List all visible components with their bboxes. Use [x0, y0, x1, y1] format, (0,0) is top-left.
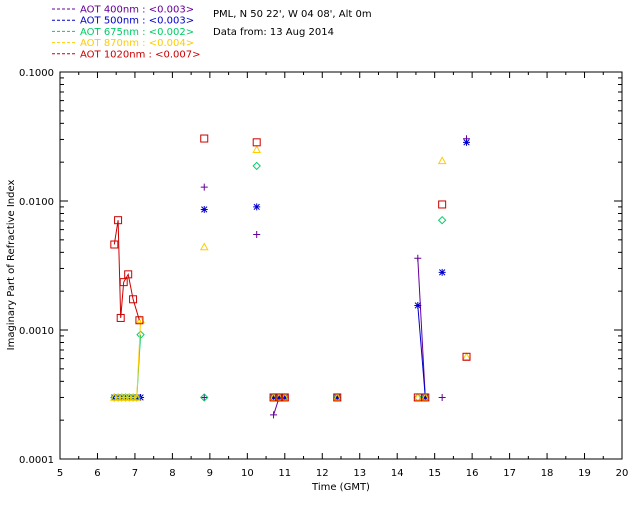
series-1 — [110, 138, 471, 401]
data-point — [136, 330, 145, 339]
x-tick-label: 5 — [57, 468, 63, 479]
location-header: PML, N 50 22', W 04 08', Alt 0m — [213, 9, 372, 20]
x-tick-label: 20 — [616, 468, 629, 479]
x-tick-label: 7 — [132, 468, 138, 479]
data-point — [132, 392, 142, 401]
data-point — [413, 392, 423, 401]
data-point — [414, 301, 422, 309]
series-line — [114, 319, 142, 398]
x-tick-label: 15 — [428, 468, 441, 479]
y-tick-label: 0.1000 — [19, 68, 54, 79]
data-point — [414, 254, 422, 262]
x-tick-label: 11 — [278, 468, 291, 479]
data-point — [280, 393, 289, 402]
y-tick-label: 0.0010 — [19, 326, 54, 337]
legend-label: AOT 675nm : <0.002> — [80, 27, 194, 38]
x-tick-label: 12 — [316, 468, 329, 479]
legend-label: AOT 1020nm : <0.007> — [80, 49, 200, 60]
series-0 — [110, 135, 471, 419]
data-point — [333, 393, 342, 402]
data-point — [437, 156, 447, 165]
series-line — [417, 305, 426, 398]
data-point — [135, 316, 144, 325]
data-point — [437, 215, 447, 225]
data-point — [270, 393, 278, 401]
axes: 5 6 7 8 9 10 11 12 13 14 15 16 17 18 19 20 0.0001 0.0010 0… — [19, 68, 628, 479]
data-point — [281, 393, 289, 401]
y-tick-label: 0.0100 — [19, 197, 54, 208]
data-point — [438, 200, 447, 209]
x-tick-label: 6 — [94, 468, 100, 479]
x-tick-label: 10 — [241, 468, 254, 479]
series-line — [114, 334, 142, 398]
series-line — [417, 258, 426, 398]
legend-label: AOT 400nm : <0.003> — [80, 5, 194, 16]
data-point — [200, 393, 209, 402]
data-point — [200, 183, 208, 191]
x-tick-label: 8 — [169, 468, 175, 479]
data-point — [200, 134, 209, 143]
data-point — [252, 138, 261, 147]
data-point — [129, 295, 138, 304]
data-point — [462, 352, 471, 361]
x-tick-label: 9 — [207, 468, 213, 479]
data-point — [463, 138, 471, 146]
data-point — [114, 216, 123, 225]
data-point — [116, 313, 125, 322]
data-point — [199, 242, 209, 251]
data-point — [252, 145, 262, 153]
data-point — [421, 393, 430, 402]
data-point — [253, 230, 261, 238]
series-4 — [110, 134, 471, 402]
data-point — [124, 270, 133, 279]
data-point — [333, 393, 341, 401]
data-point — [438, 393, 446, 401]
y-axis-title: Imaginary Part of Refractive Index — [6, 180, 17, 351]
data-point — [421, 393, 429, 401]
data-point — [200, 393, 208, 401]
data-point — [275, 393, 284, 402]
data-point — [200, 205, 208, 213]
series-layer — [109, 134, 471, 419]
data-point — [252, 161, 261, 171]
data-point — [119, 278, 128, 287]
x-tick-label: 16 — [466, 468, 479, 479]
series-3 — [109, 145, 471, 401]
data-point — [420, 392, 430, 401]
data-point — [269, 393, 278, 402]
series-line — [113, 220, 140, 321]
legend-label: AOT 870nm : <0.004> — [80, 38, 194, 49]
legend: AOT 400nm : <0.003>AOT 500nm : <0.003>AO… — [52, 5, 200, 60]
series-2 — [110, 161, 447, 402]
data-point — [332, 392, 342, 401]
data-point — [275, 393, 283, 401]
data-point — [253, 203, 261, 211]
data-from-header: Data from: 13 Aug 2014 — [213, 27, 334, 38]
x-tick-label: 19 — [578, 468, 591, 479]
data-point — [270, 411, 278, 419]
x-axis-title: Time (GMT) — [311, 482, 370, 493]
data-point — [462, 352, 471, 361]
x-tick-label: 14 — [391, 468, 404, 479]
x-tick-label: 17 — [503, 468, 516, 479]
data-point — [438, 268, 446, 276]
x-tick-label: 18 — [541, 468, 554, 479]
data-point — [110, 240, 119, 249]
y-tick-label: 0.0001 — [19, 455, 54, 466]
legend-label: AOT 500nm : <0.003> — [80, 16, 194, 27]
x-tick-label: 13 — [353, 468, 366, 479]
